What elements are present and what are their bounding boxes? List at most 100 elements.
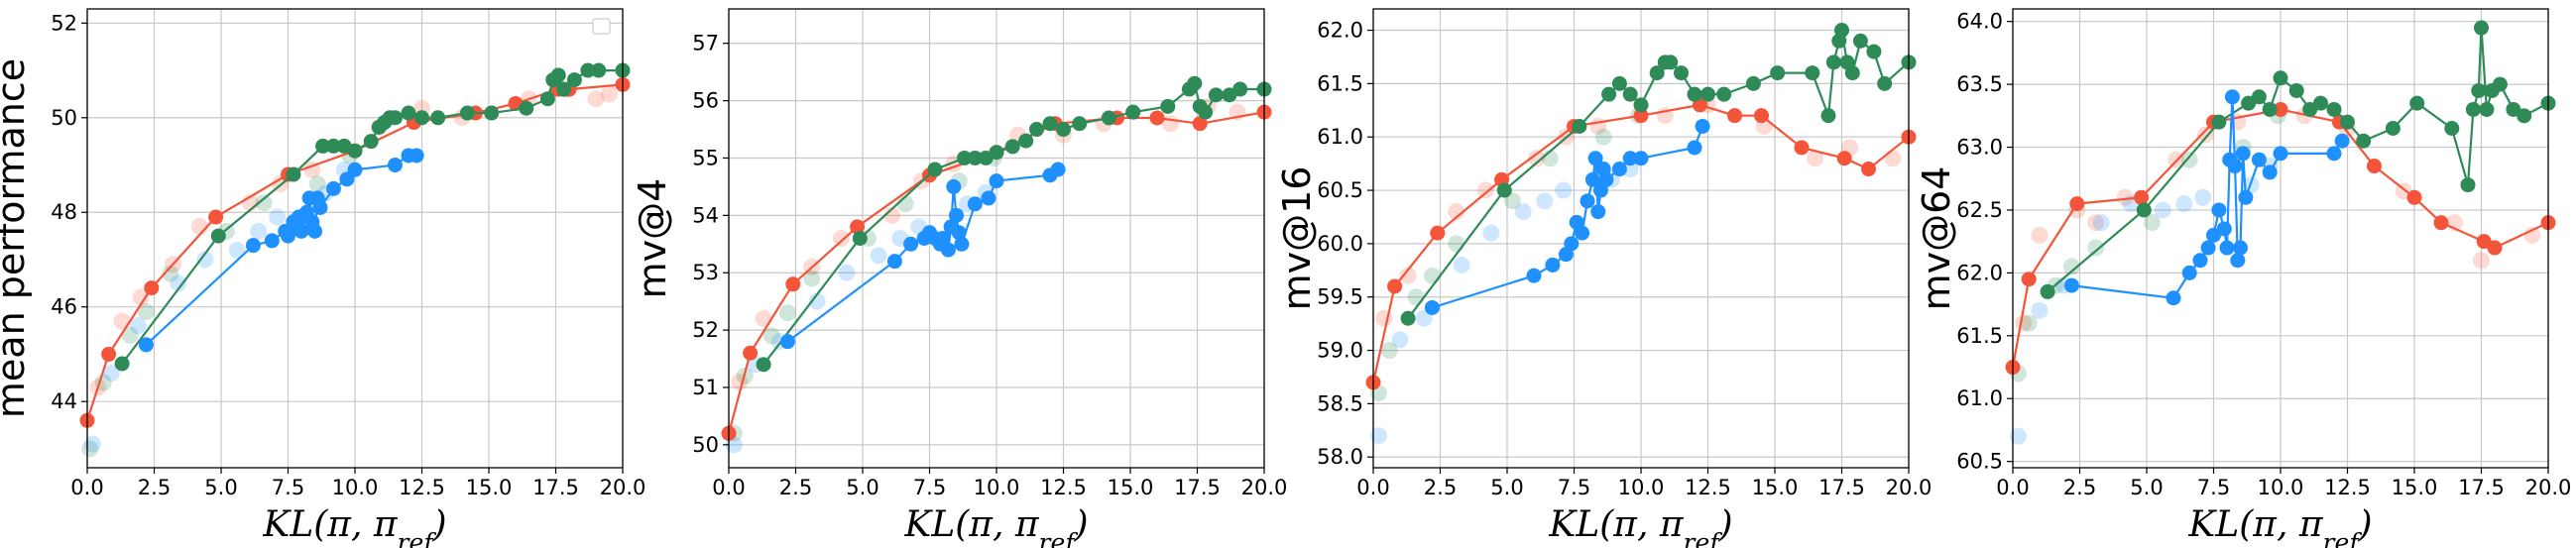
data-point-green: [1834, 23, 1849, 38]
data-point-green: [2340, 115, 2355, 130]
data-point-blue: [1051, 163, 1066, 177]
data-point-green: [2517, 108, 2531, 123]
data-point-red: [2434, 215, 2449, 230]
background-point-blue: [2175, 195, 2192, 212]
data-point-green: [2289, 83, 2304, 98]
data-point-green: [1072, 116, 1087, 131]
data-point-green: [364, 134, 379, 149]
y-tick-label: 48: [51, 200, 77, 224]
data-point-blue: [326, 181, 341, 196]
x-tick-label: 10.0: [974, 476, 1020, 499]
data-point-green: [1029, 122, 1044, 137]
data-point-red: [1861, 162, 1876, 176]
data-point-blue: [2166, 290, 2181, 305]
background-point-red: [191, 218, 208, 235]
data-point-green: [2252, 89, 2267, 104]
data-point-green: [1018, 134, 1033, 149]
y-tick-label: 64.0: [1956, 10, 2003, 34]
x-tick-label: 12.5: [399, 476, 445, 499]
data-point-green: [1674, 65, 1689, 80]
data-point-blue: [1696, 119, 1710, 134]
data-point-blue: [2274, 146, 2288, 161]
x-tick-label: 2.5: [2063, 476, 2096, 499]
data-point-red: [1837, 151, 1852, 165]
data-point-green: [402, 106, 416, 121]
data-point-green: [414, 110, 429, 125]
x-axis-title: KL(π, πref): [1548, 504, 1732, 548]
background-point-red: [114, 313, 131, 330]
y-tick-label: 61.0: [1317, 125, 1363, 149]
background-point-green: [1424, 268, 1441, 284]
y-tick-label: 63.5: [1956, 72, 2003, 96]
data-point-red: [1387, 278, 1402, 293]
data-point-red: [101, 347, 116, 362]
data-point-green: [1612, 76, 1627, 91]
data-point-blue: [968, 196, 983, 211]
legend-box: [593, 19, 610, 34]
x-tick-label: 0.0: [70, 476, 103, 499]
data-point-green: [1572, 119, 1586, 134]
data-point-green: [1043, 116, 1058, 131]
y-tick-label: 58.5: [1317, 391, 1363, 415]
data-point-green: [1102, 110, 1116, 125]
data-point-blue: [307, 224, 322, 239]
data-point-green: [2211, 115, 2226, 130]
data-point-green: [2386, 121, 2400, 136]
data-point-blue: [2182, 266, 2197, 280]
x-tick-label: 7.5: [1558, 476, 1590, 499]
series-line-blue: [787, 169, 1058, 342]
data-point-blue: [990, 173, 1004, 188]
data-point-green: [1056, 122, 1071, 137]
x-tick-label: 10.0: [332, 476, 379, 499]
data-point-green: [2327, 102, 2342, 117]
x-tick-label: 15.0: [1108, 476, 1154, 499]
y-tick-label: 55: [692, 146, 719, 169]
x-tick-label: 20.0: [1241, 476, 1288, 499]
y-axis-title: mv@16: [1275, 166, 1319, 311]
x-tick-label: 7.5: [913, 476, 946, 499]
background-point-green: [1595, 129, 1612, 146]
y-tick-label: 46: [51, 295, 77, 319]
background-point-blue: [2194, 189, 2211, 206]
data-point-blue: [2335, 134, 2350, 149]
y-tick-label: 58.0: [1317, 445, 1363, 469]
x-tick-label: 17.5: [2458, 476, 2505, 499]
y-tick-label: 60.5: [1956, 450, 2003, 474]
x-tick-label: 15.0: [466, 476, 513, 499]
y-tick-label: 51: [692, 376, 719, 399]
x-axis-title: KL(π, πref): [2187, 504, 2372, 548]
data-point-blue: [2193, 253, 2208, 268]
y-tick-label: 50: [51, 106, 77, 130]
data-point-blue: [348, 163, 363, 177]
data-point-green: [1005, 139, 1020, 154]
data-point-green: [1497, 183, 1512, 198]
data-point-blue: [2233, 241, 2248, 256]
data-point-blue: [1598, 172, 1613, 187]
data-point-green: [1198, 105, 1213, 120]
data-point-green: [2313, 96, 2328, 111]
background-point-green: [1408, 288, 1425, 305]
data-point-blue: [1688, 140, 1702, 155]
data-point-green: [927, 163, 942, 177]
data-point-blue: [2064, 278, 2079, 293]
data-point-green: [115, 356, 130, 371]
background-point-red: [1162, 115, 1179, 132]
x-tick-label: 5.0: [846, 476, 878, 499]
background-point-blue: [2032, 302, 2049, 319]
background-point-blue: [130, 317, 147, 334]
background-point-blue: [1536, 192, 1553, 209]
data-point-blue: [1612, 162, 1627, 176]
x-tick-label: 10.0: [1618, 476, 1665, 499]
data-point-red: [1727, 108, 1742, 123]
data-point-blue: [2263, 164, 2278, 179]
data-point-blue: [946, 179, 961, 194]
x-tick-label: 2.5: [138, 476, 171, 499]
data-point-blue: [903, 237, 918, 252]
x-tick-label: 20.0: [1886, 476, 1932, 499]
background-point-blue: [1515, 203, 1532, 220]
x-tick-label: 5.0: [2130, 476, 2163, 499]
data-point-green: [1716, 87, 1731, 102]
data-point-green: [1877, 76, 1892, 91]
background-point-red: [756, 310, 772, 327]
background-point-blue: [1555, 182, 1572, 199]
